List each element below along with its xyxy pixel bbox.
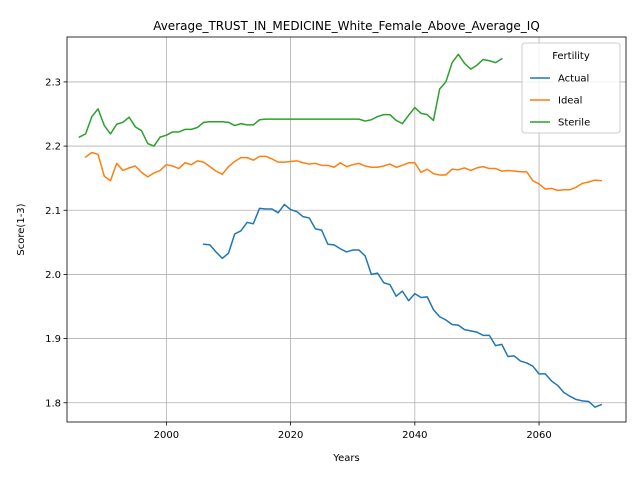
series-line-actual bbox=[202, 203, 603, 408]
series-line-sterile bbox=[78, 53, 503, 147]
y-tick-label: 2.1 bbox=[45, 206, 61, 217]
legend-title: Fertility bbox=[552, 51, 590, 62]
series-line-ideal bbox=[84, 151, 602, 192]
y-axis-title: Score(1-3) bbox=[16, 203, 27, 255]
y-tick-label: 1.8 bbox=[45, 398, 61, 409]
series-lines bbox=[78, 53, 603, 408]
legend-label: Sterile bbox=[558, 118, 590, 129]
y-tick-label: 1.9 bbox=[45, 334, 61, 345]
legend-label: Actual bbox=[558, 74, 589, 85]
x-tick-label: 2020 bbox=[278, 430, 303, 441]
legend: Fertility Actual Ideal Sterile bbox=[521, 42, 621, 134]
axis-ticks: 2000 2020 2040 2060 1.8 1.9 2.0 2.1 2.2 2.3 bbox=[45, 77, 552, 441]
y-tick-label: 2.2 bbox=[45, 142, 61, 153]
chart-title: Average_TRUST_IN_MEDICINE_White_Female_A… bbox=[153, 19, 540, 33]
plot-frame bbox=[66, 36, 627, 423]
x-tick-label: 2060 bbox=[526, 430, 551, 441]
y-tick-label: 2.0 bbox=[45, 270, 61, 281]
y-tick-label: 2.3 bbox=[45, 77, 61, 88]
x-tick-label: 2040 bbox=[402, 430, 427, 441]
legend-label: Ideal bbox=[558, 96, 582, 107]
legend-entry-sterile: Sterile bbox=[530, 118, 590, 129]
legend-box bbox=[521, 42, 621, 134]
legend-entry-ideal: Ideal bbox=[530, 96, 582, 107]
x-tick-label: 2000 bbox=[154, 430, 179, 441]
legend-entry-actual: Actual bbox=[530, 74, 589, 85]
legend-entries: Actual Ideal Sterile bbox=[530, 74, 590, 129]
x-axis-title: Years bbox=[332, 453, 359, 464]
